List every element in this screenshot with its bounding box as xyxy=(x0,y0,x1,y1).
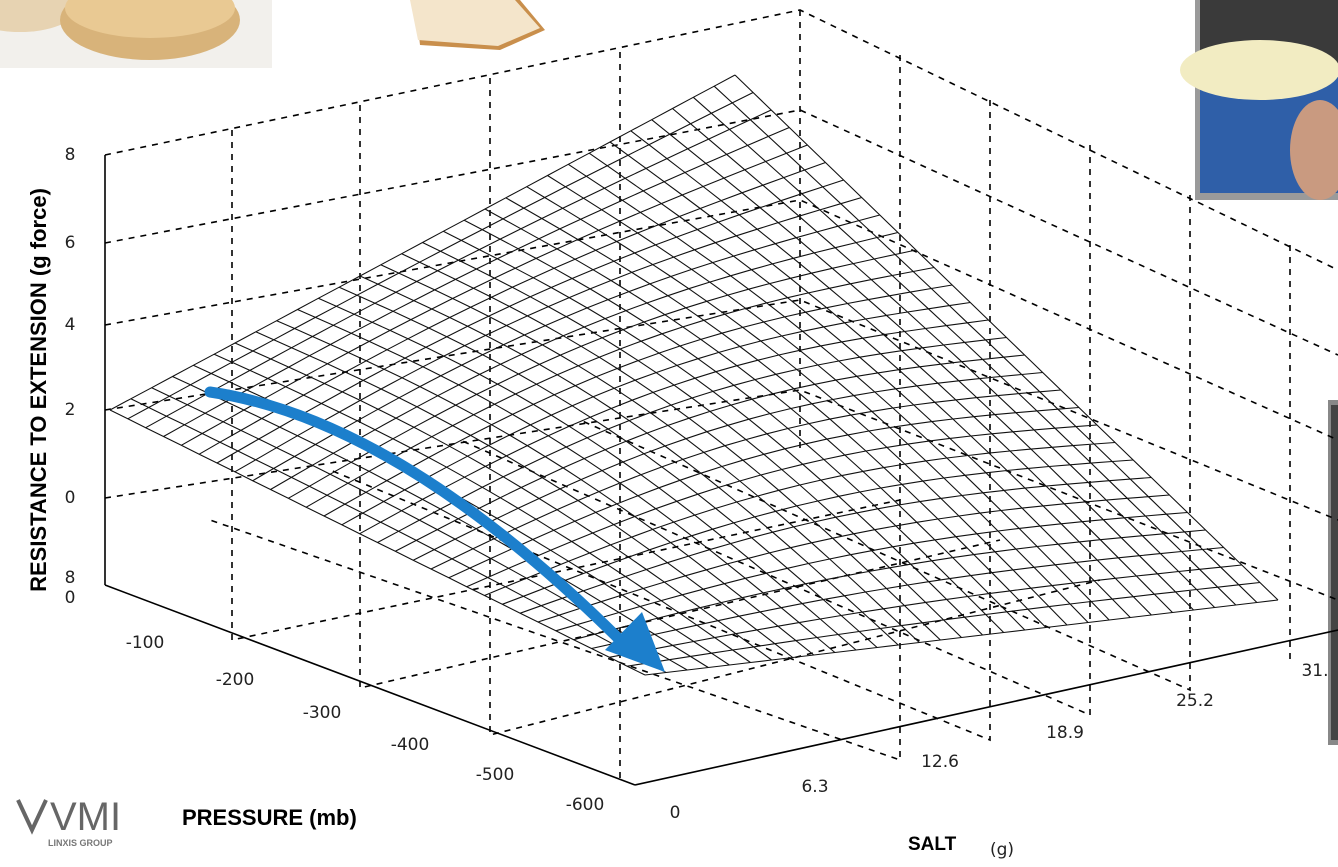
mesh-line xyxy=(548,176,1089,623)
mesh-line xyxy=(652,120,1194,610)
mesh-line xyxy=(589,153,1130,617)
z-tick-label: 8 xyxy=(65,568,76,588)
pressure-tick-label: -200 xyxy=(216,670,255,690)
salt-tick-label: 6.3 xyxy=(801,777,828,797)
pressure-tick-label: -500 xyxy=(476,765,515,785)
z-tick-label: 8 xyxy=(65,145,76,165)
pressure-tick-label: -100 xyxy=(126,633,165,653)
z-tick-label: 2 xyxy=(65,400,76,420)
salt-tick-label: 31. xyxy=(1301,661,1328,681)
logo: VMI LINXIS GROUP xyxy=(18,795,121,848)
mesh-line xyxy=(714,86,1257,602)
mesh-line xyxy=(128,93,753,419)
salt-tick-label: 18.9 xyxy=(1046,723,1084,743)
z-tick-label: 4 xyxy=(65,315,76,335)
mesh-line xyxy=(306,268,934,508)
pressure-tick-label: -600 xyxy=(566,795,605,815)
mesh-line xyxy=(164,128,790,437)
slide: RESISTANCE TO EXTENSION (g force) PRESSU… xyxy=(0,0,1338,867)
pressure-axis-label: PRESSURE (mb) xyxy=(182,805,357,830)
side-photo xyxy=(1328,400,1338,745)
mesh-line xyxy=(568,164,1109,620)
machine-photo xyxy=(1180,0,1338,200)
mesh-line xyxy=(423,243,962,638)
mesh-line xyxy=(256,332,793,658)
mesh-line xyxy=(381,265,920,643)
salt-axis-unit: (g) xyxy=(990,840,1014,860)
z-tick-label: 6 xyxy=(65,233,76,253)
salt-tick-label: 12.6 xyxy=(921,752,959,772)
pressure-tick-label: -300 xyxy=(303,703,342,723)
z-tick-label: 0 xyxy=(65,488,76,508)
mesh-line xyxy=(502,460,1133,604)
mesh-line xyxy=(271,233,898,490)
salt-tick-label: 25.2 xyxy=(1176,691,1214,711)
bread-photo xyxy=(0,0,545,68)
salt-tick-label: 0 xyxy=(670,803,681,823)
salt-axis-label: SALT xyxy=(908,834,957,855)
mesh-line xyxy=(673,109,1215,608)
mesh-line xyxy=(520,478,1151,614)
mesh-line xyxy=(402,254,941,640)
surface-mesh xyxy=(110,75,1278,675)
z-tick-label: 0 xyxy=(65,588,76,608)
z-axis-label: RESISTANCE TO EXTENSION (g force) xyxy=(26,188,51,592)
mesh-line xyxy=(610,142,1151,615)
logo-group: LINXIS GROUP xyxy=(48,838,113,848)
pressure-tick-label: -400 xyxy=(391,735,430,755)
logo-name: VMI xyxy=(50,795,121,839)
mesh-line xyxy=(146,110,772,428)
